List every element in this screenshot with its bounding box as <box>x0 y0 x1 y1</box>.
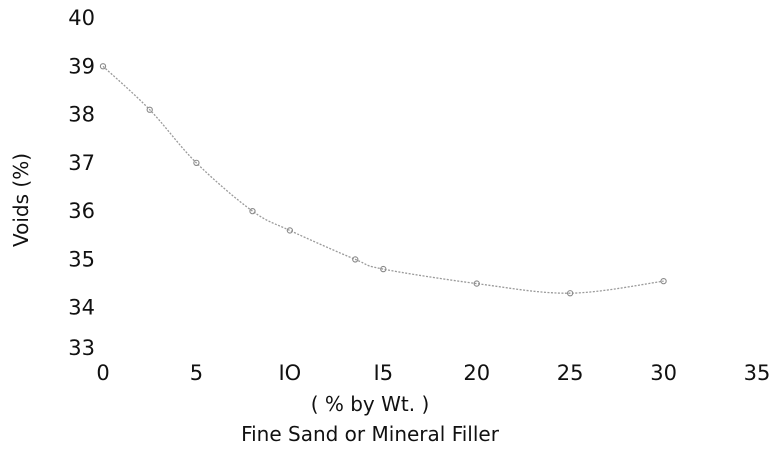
data-point <box>193 159 200 167</box>
x-axis-title-line1: ( % by Wt. ) <box>311 392 430 416</box>
data-point <box>473 280 480 287</box>
y-tick-label: 38 <box>68 103 95 127</box>
data-point <box>566 290 574 297</box>
y-tick-labels: 33 34 35 36 37 38 39 40 <box>68 6 95 360</box>
x-tick-label: 30 <box>650 361 677 385</box>
data-curve <box>102 65 664 294</box>
data-point <box>249 207 256 215</box>
data-point <box>352 256 359 263</box>
y-tick-label: 33 <box>68 336 95 360</box>
y-tick-label: 40 <box>68 6 95 30</box>
x-tick-label: 20 <box>463 361 490 385</box>
data-point <box>146 106 153 113</box>
y-tick-label: 36 <box>68 199 95 223</box>
x-tick-label: IO <box>278 361 301 385</box>
data-point <box>286 227 294 234</box>
x-tick-label: 25 <box>557 361 584 385</box>
y-tick-label: 34 <box>68 296 95 320</box>
x-tick-labels: 0 5 IO I5 20 25 30 35 <box>96 361 770 385</box>
x-tick-label: 35 <box>744 361 771 385</box>
data-point <box>660 278 667 285</box>
y-tick-label: 35 <box>68 247 95 271</box>
x-axis-title-line2: Fine Sand or Mineral Filler <box>241 422 500 446</box>
x-tick-label: 0 <box>96 361 109 385</box>
data-points <box>99 63 667 297</box>
data-point <box>380 265 387 273</box>
y-tick-label: 37 <box>68 151 95 175</box>
data-point <box>99 63 107 70</box>
y-tick-label: 39 <box>68 54 95 78</box>
x-tick-label: 5 <box>190 361 203 385</box>
x-tick-label: I5 <box>374 361 394 385</box>
y-axis-title: Voids (%) <box>9 153 33 247</box>
